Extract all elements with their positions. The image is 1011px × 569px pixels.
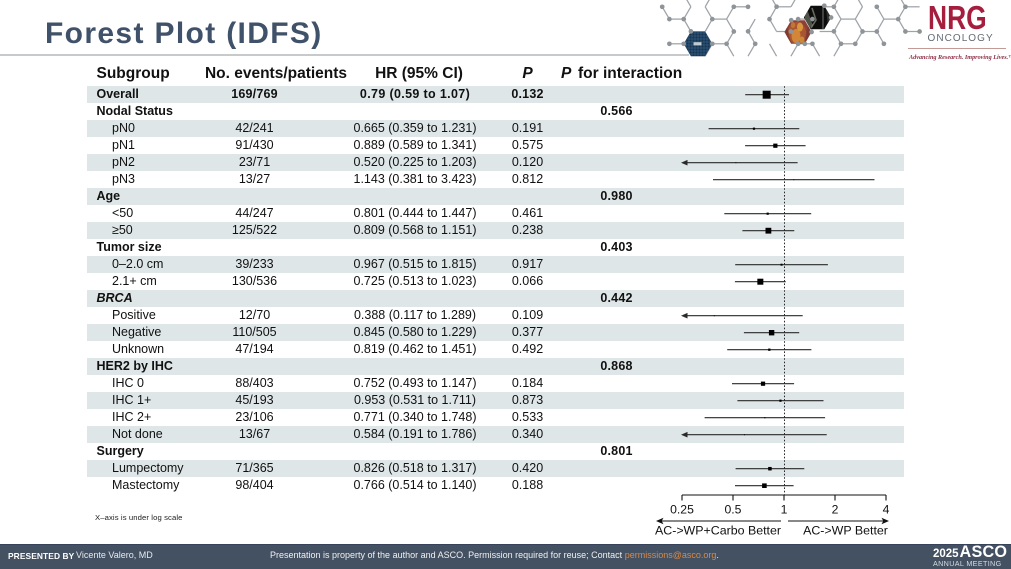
svg-text:2: 2 [832, 503, 839, 517]
svg-text:4: 4 [883, 503, 890, 517]
svg-text:AC->WP+Carbo Better: AC->WP+Carbo Better [655, 524, 781, 538]
svg-text:1: 1 [781, 503, 788, 517]
svg-text:0.5: 0.5 [725, 503, 742, 517]
svg-text:AC->WP Better: AC->WP Better [803, 524, 888, 538]
svg-text:0.25: 0.25 [670, 503, 694, 517]
